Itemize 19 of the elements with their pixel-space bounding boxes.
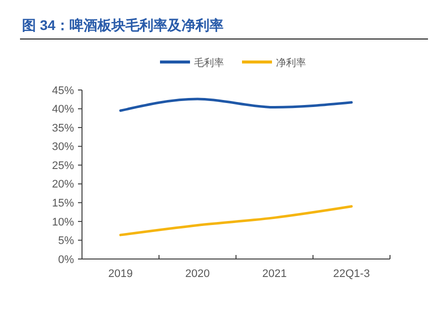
- y-tick-label: 0%: [58, 254, 74, 266]
- line-series: [119, 205, 353, 236]
- y-tick-label: 20%: [52, 178, 74, 191]
- x-tick-label: 22Q1-3: [333, 268, 370, 280]
- y-tick-label: 5%: [58, 235, 74, 248]
- y-tick-label: 40%: [52, 104, 74, 116]
- y-tick-label: 35%: [52, 122, 74, 134]
- y-tick-label: 15%: [52, 198, 74, 210]
- x-tick-label: 2020: [185, 268, 210, 280]
- y-tick-label: 10%: [52, 216, 74, 228]
- y-tick-label: 25%: [52, 160, 74, 172]
- chart-title: 图 34：啤酒板块毛利率及净利率: [22, 17, 224, 33]
- legend-label: 净利率: [276, 57, 306, 69]
- line-series: [119, 98, 353, 112]
- y-tick-label: 45%: [52, 84, 74, 97]
- legend-label: 毛利率: [194, 57, 224, 69]
- y-tick-label: 30%: [52, 141, 74, 154]
- x-tick-label: 2019: [108, 268, 133, 280]
- x-tick-label: 2021: [262, 268, 287, 280]
